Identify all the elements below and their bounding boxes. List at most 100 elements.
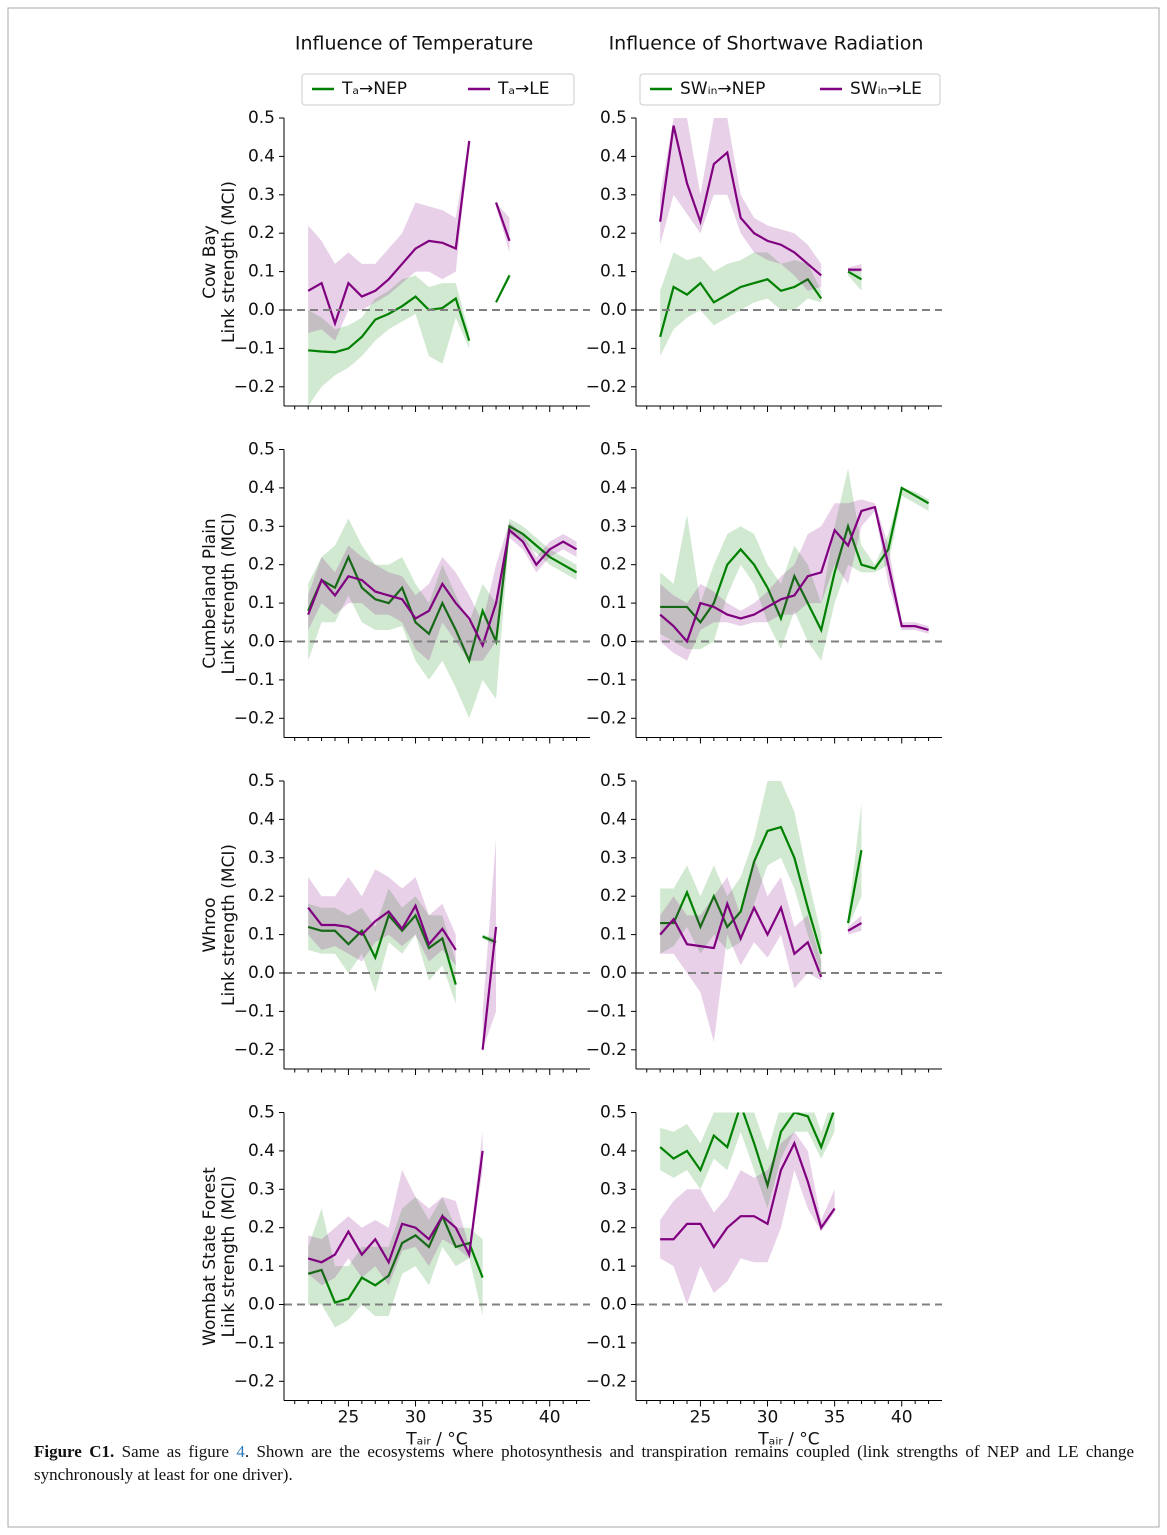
y-tick-label: 0.2 bbox=[600, 886, 627, 906]
series-line bbox=[307, 1150, 484, 1265]
y-tick-label: 0.2 bbox=[600, 1218, 627, 1238]
y-tick-label: 0.5 bbox=[248, 440, 275, 460]
plot-area bbox=[659, 1112, 836, 1305]
y-tick-label: −0.2 bbox=[234, 708, 275, 728]
y-tick-label: 0.4 bbox=[600, 1141, 627, 1161]
confidence-band bbox=[660, 857, 822, 1043]
y-tick-label: 0.1 bbox=[248, 925, 275, 945]
series-line bbox=[659, 505, 929, 644]
series-line bbox=[495, 202, 511, 242]
figure-ref[interactable]: 4 bbox=[236, 1442, 245, 1461]
y-axis-label: Link strength (MCI) bbox=[219, 1175, 239, 1337]
panel-title: Influence of Shortwave Radiation bbox=[609, 33, 924, 55]
x-tick-label: 30 bbox=[405, 1408, 427, 1428]
legend-label: SWᵢₙ→LE bbox=[850, 79, 922, 99]
figure-border bbox=[7, 7, 1160, 1528]
confidence-band bbox=[308, 518, 577, 719]
x-tick-label: 35 bbox=[472, 1408, 494, 1428]
y-tick-label: 0.3 bbox=[600, 516, 627, 536]
confidence-band bbox=[848, 804, 862, 927]
y-tick-label: 0.4 bbox=[600, 146, 627, 166]
x-axis-label: Tₐᵢᵣ / °C bbox=[757, 1430, 819, 1450]
y-tick-label: 0.5 bbox=[600, 771, 627, 791]
y-tick-label: 0.2 bbox=[248, 555, 275, 575]
y-tick-label: 0.0 bbox=[248, 963, 275, 983]
confidence-band bbox=[660, 252, 822, 357]
y-tick-label: −0.2 bbox=[586, 1040, 627, 1060]
caption: Figure C1. Same as figure 4. Shown are t… bbox=[34, 1440, 1134, 1486]
y-tick-label: 0.0 bbox=[600, 300, 627, 320]
confidence-band bbox=[308, 522, 577, 661]
legend-box bbox=[639, 73, 941, 106]
y-tick-label: 0.3 bbox=[248, 848, 275, 868]
series-line bbox=[846, 849, 863, 924]
series-line bbox=[495, 274, 511, 303]
y-tick-label: 0.0 bbox=[248, 300, 275, 320]
y-tick-label: −0.1 bbox=[234, 1333, 275, 1353]
x-axis-label: Tₐᵢᵣ / °C bbox=[405, 1430, 467, 1450]
series-line bbox=[307, 1213, 484, 1304]
y-tick-label: −0.2 bbox=[234, 377, 275, 397]
y-tick-label: −0.2 bbox=[586, 708, 627, 728]
y-tick-label: −0.1 bbox=[586, 1333, 627, 1353]
caption-text: Same as figure bbox=[121, 1442, 237, 1461]
y-tick-label: 0.2 bbox=[600, 223, 627, 243]
caption-label: Figure C1. bbox=[34, 1442, 115, 1461]
confidence-band bbox=[660, 499, 929, 661]
y-tick-label: 0.3 bbox=[248, 185, 275, 205]
confidence-band bbox=[660, 1131, 835, 1305]
series-line bbox=[307, 524, 578, 665]
y-tick-label: 0.1 bbox=[248, 262, 275, 282]
y-tick-label: 0.2 bbox=[248, 886, 275, 906]
y-tick-label: 0.4 bbox=[600, 809, 627, 829]
series-line bbox=[660, 486, 930, 634]
y-axis-label: Link strength (MCI) bbox=[219, 181, 239, 343]
y-tick-label: −0.1 bbox=[586, 1001, 627, 1021]
y-tick-label: 0.4 bbox=[248, 478, 275, 498]
series-line bbox=[847, 922, 863, 932]
plot-area bbox=[307, 838, 498, 1050]
y-axis-label: Whroo bbox=[200, 897, 220, 952]
plot-area bbox=[659, 468, 930, 661]
series-line bbox=[308, 295, 471, 354]
y-tick-label: 0.2 bbox=[248, 1218, 275, 1238]
y-tick-label: 0.4 bbox=[248, 1141, 275, 1161]
y-tick-label: 0.0 bbox=[600, 963, 627, 983]
legend-box bbox=[301, 73, 575, 106]
y-tick-label: 0.0 bbox=[248, 1295, 275, 1315]
y-tick-label: 0.3 bbox=[248, 516, 275, 536]
y-tick-label: 0.3 bbox=[248, 1179, 275, 1199]
y-axis-label: Wombat State Forest bbox=[200, 1167, 220, 1346]
y-tick-label: 0.1 bbox=[600, 1256, 627, 1276]
x-tick-label: 35 bbox=[824, 1408, 846, 1428]
y-tick-label: 0.4 bbox=[600, 478, 627, 498]
y-tick-label: 0.0 bbox=[600, 632, 627, 652]
series-line bbox=[307, 903, 457, 951]
y-tick-label: −0.2 bbox=[234, 1371, 275, 1391]
y-tick-label: −0.1 bbox=[586, 338, 627, 358]
y-tick-label: 0.5 bbox=[600, 1103, 627, 1123]
series-line bbox=[307, 528, 578, 649]
confidence-band bbox=[308, 137, 470, 341]
y-tick-label: 0.0 bbox=[600, 1295, 627, 1315]
y-tick-label: −0.1 bbox=[586, 670, 627, 690]
y-tick-label: −0.1 bbox=[234, 670, 275, 690]
plot-area bbox=[659, 118, 863, 357]
y-tick-label: 0.3 bbox=[600, 185, 627, 205]
legend-label: SWᵢₙ→NEP bbox=[680, 79, 765, 99]
y-tick-label: −0.2 bbox=[586, 377, 627, 397]
panel-title: Influence of Temperature bbox=[295, 33, 533, 55]
y-tick-label: 0.5 bbox=[248, 771, 275, 791]
series-line bbox=[660, 1140, 836, 1249]
x-tick-label: 30 bbox=[757, 1408, 779, 1428]
y-tick-label: −0.2 bbox=[234, 1040, 275, 1060]
confidence-band bbox=[660, 468, 929, 661]
legend-label: Tₐ→LE bbox=[497, 79, 550, 99]
series-line bbox=[659, 277, 823, 338]
y-axis-label: Cumberland Plain bbox=[200, 518, 220, 668]
series-line bbox=[307, 140, 471, 327]
y-axis-label: Cow Bay bbox=[200, 225, 220, 299]
series-line bbox=[659, 900, 823, 978]
